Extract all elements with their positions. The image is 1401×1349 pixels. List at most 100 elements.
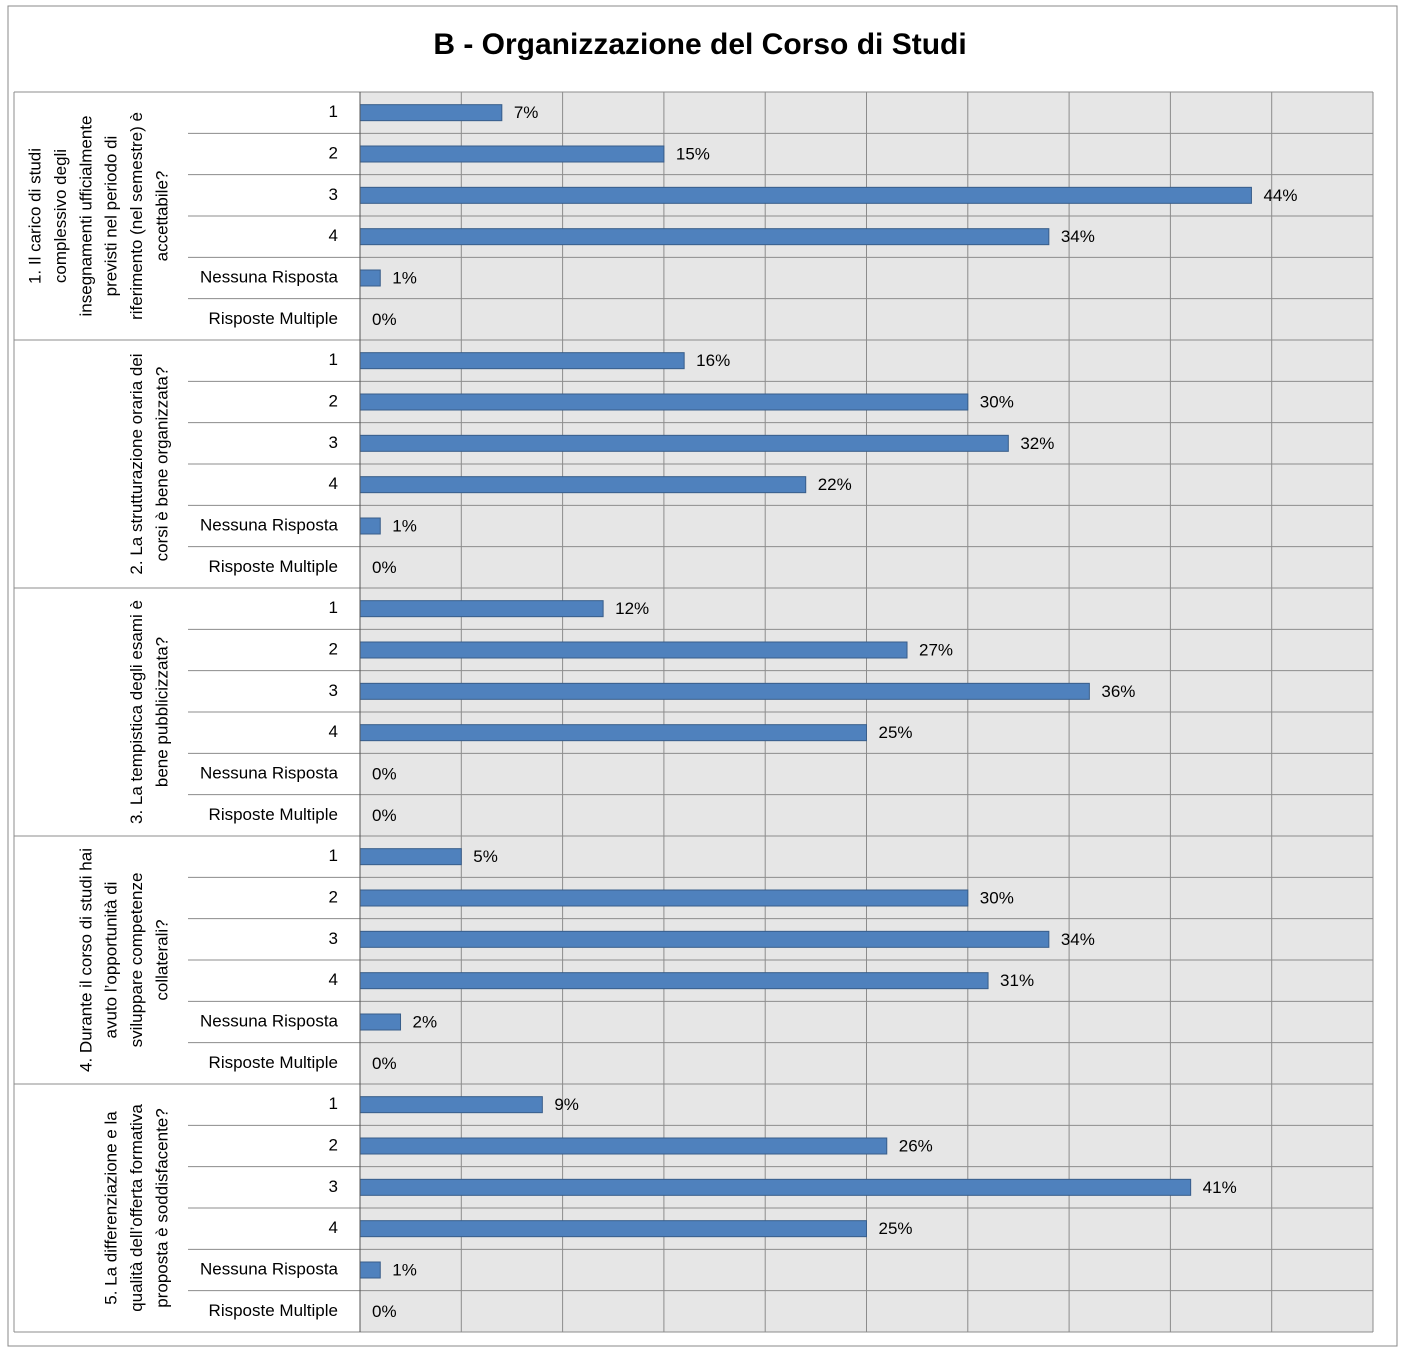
bar [359,352,685,370]
group-label: accettabile? [152,171,171,262]
group-label: 5. La differenziazione e la [102,1111,121,1305]
value-label: 34% [1061,930,1095,949]
value-label: 1% [392,516,417,535]
value-label: 16% [696,351,730,370]
category-label: 3 [329,433,338,452]
bar [359,600,604,618]
group-label: insegnamenti ufficialmente [76,116,95,317]
bar [359,1178,1192,1196]
value-label: 9% [554,1095,579,1114]
bar [359,1013,402,1031]
bar [359,972,989,990]
category-label: 2 [329,391,338,410]
group-label: previsti nel periodo di [102,136,121,297]
bar [359,1261,381,1279]
group-label: corsi è bene organizzata? [152,367,171,562]
bar [359,1137,888,1155]
value-label: 0% [372,310,397,329]
category-label: Nessuna Risposta [200,1011,339,1030]
category-label: 1 [329,598,338,617]
group-label: 2. La strutturazione oraria dei [127,353,146,574]
value-label: 26% [899,1136,933,1155]
category-label: 3 [329,929,338,948]
category-label: 1 [329,1094,338,1113]
group-label: sviluppare competenze [127,873,146,1048]
category-label: 3 [329,681,338,700]
bar [359,393,969,411]
value-label: 32% [1020,434,1054,453]
value-label: 22% [818,475,852,494]
category-label: Risposte Multiple [209,1301,338,1320]
category-label: 1 [329,846,338,865]
group-label: collaterali? [152,919,171,1000]
group-label: 4. Durante il corso di studi hai [76,848,95,1072]
category-label: Risposte Multiple [209,557,338,576]
group-label: 1. Il carico di studi [25,148,44,284]
group-label: qualità dell’offerta formativa [127,1104,146,1312]
bar [359,186,1252,204]
group-label: avuto l’opportunità di [102,882,121,1039]
value-label: 25% [879,723,913,742]
value-label: 7% [514,103,539,122]
bar [359,682,1090,700]
category-label: Risposte Multiple [209,1053,338,1072]
value-label: 25% [879,1219,913,1238]
category-label: 4 [329,226,338,245]
bar [359,1220,867,1238]
value-label: 36% [1101,682,1135,701]
value-label: 41% [1203,1178,1237,1197]
bar [359,517,381,535]
bar [359,930,1050,948]
bar [359,476,807,494]
value-label: 15% [676,144,710,163]
value-label: 27% [919,640,953,659]
value-label: 44% [1263,186,1297,205]
value-label: 5% [473,847,498,866]
value-label: 34% [1061,227,1095,246]
bar [359,889,969,907]
value-label: 30% [980,392,1014,411]
category-label: 4 [329,722,338,741]
value-label: 2% [413,1012,438,1031]
category-label: Risposte Multiple [209,309,338,328]
value-label: 31% [1000,971,1034,990]
bar [359,269,381,287]
value-label: 30% [980,888,1014,907]
group-label: 3. La tempistica degli esami è [127,600,146,824]
group-label: riferimento (nel semestre) è [127,112,146,320]
value-label: 12% [615,599,649,618]
bar [359,848,462,866]
category-label: 3 [329,185,338,204]
category-label: 4 [329,474,338,493]
bar [359,1096,543,1114]
category-label: 1 [329,102,338,121]
category-label: Nessuna Risposta [200,515,339,534]
bar [359,145,665,163]
group-label: bene pubblicizzata? [152,637,171,787]
bar [359,104,503,122]
group-label: proposta è soddisfacente? [152,1108,171,1307]
category-label: Nessuna Risposta [200,763,339,782]
category-label: 2 [329,887,338,906]
bar [359,434,1009,452]
value-label: 0% [372,558,397,577]
category-label: 1 [329,350,338,369]
value-label: 0% [372,1302,397,1321]
category-label: 2 [329,639,338,658]
value-label: 0% [372,764,397,783]
value-label: 1% [392,268,417,287]
category-label: 4 [329,1218,338,1237]
chart-title: B - Organizzazione del Corso di Studi [433,28,966,61]
category-label: 2 [329,1135,338,1154]
bar [359,641,908,659]
category-label: Nessuna Risposta [200,1259,339,1278]
value-label: 0% [372,1054,397,1073]
category-label: 3 [329,1177,338,1196]
bar [359,724,867,742]
category-label: 4 [329,970,338,989]
category-label: Nessuna Risposta [200,267,339,286]
category-label: 2 [329,143,338,162]
group-label: complessivo degli [51,149,70,283]
